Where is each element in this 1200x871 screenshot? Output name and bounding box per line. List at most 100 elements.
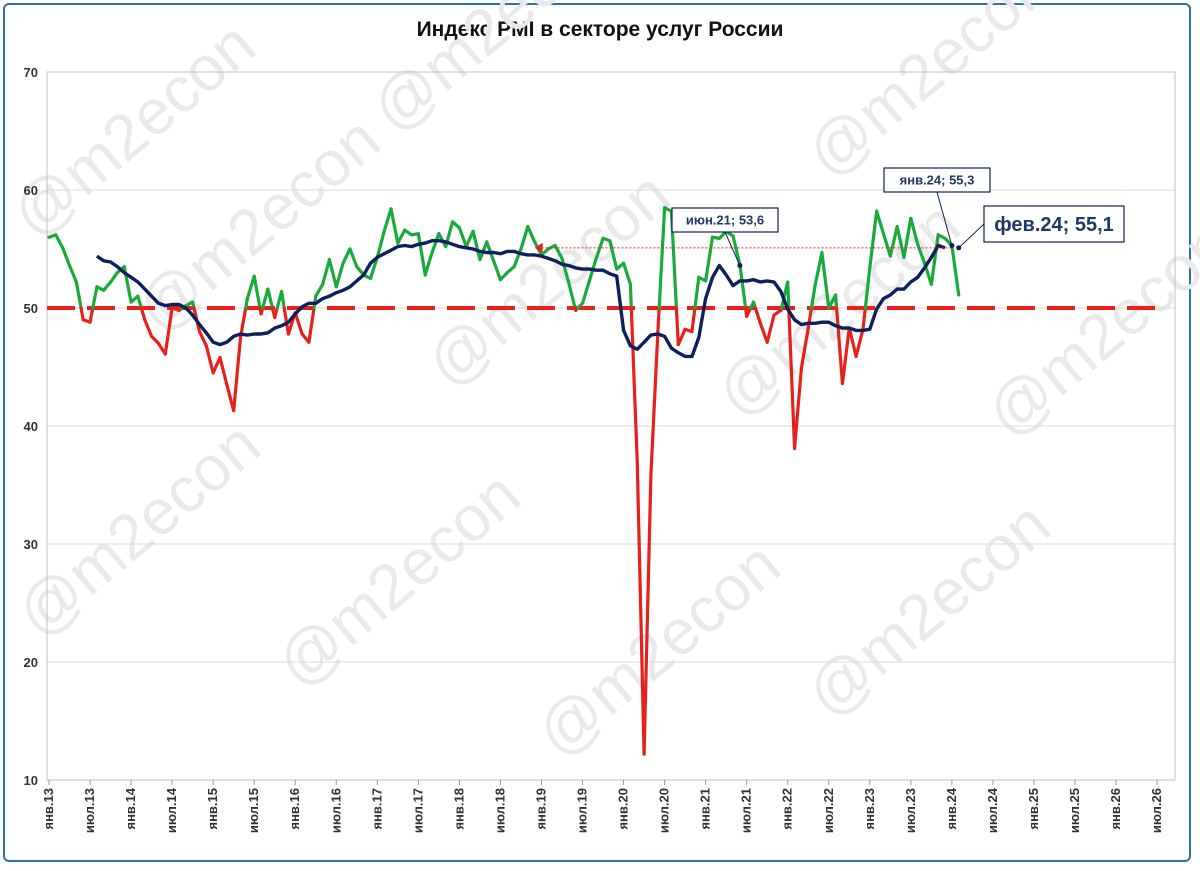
x-tick-label: янв.21	[698, 788, 713, 830]
pmi-line-segment-above-50	[375, 229, 386, 259]
watermarks: @m2econ @m2econ @m2econ@m2econ @m2econ @m2ec…	[0, 0, 1200, 771]
annotation-box	[671, 207, 779, 233]
watermark-text: @m2econ	[263, 457, 533, 700]
pmi-line-segment-above-50	[833, 293, 839, 310]
pmi-line-segment-above-50	[580, 279, 591, 305]
chart-frame	[3, 3, 1191, 862]
pmi-line-segment-below-50	[204, 344, 215, 375]
pmi-line-segment-above-50	[334, 261, 345, 289]
pmi-line-segment-above-50	[820, 250, 831, 310]
pmi-line-segment-above-50	[382, 207, 393, 233]
pmi-line-segment-above-50	[498, 271, 509, 282]
annotation-label: янв.24; 55,3	[900, 173, 975, 188]
pmi-line-segment-above-50	[863, 266, 872, 310]
x-tick-label: июл.20	[657, 788, 672, 833]
watermark-text: @m2econ	[973, 207, 1200, 450]
x-axis: янв.13 июл.13 янв.14 июл.14 янв.15 июл.15 янв.…	[41, 780, 1164, 833]
pmi-line-segment-above-50	[368, 255, 379, 281]
pmi-line-segment-above-50	[423, 250, 434, 277]
x-tick-label: июл.14	[164, 787, 179, 833]
y-tick-label: 40	[24, 419, 38, 434]
pmi-line-segment-below-50	[273, 306, 279, 320]
pmi-line-segment-below-50	[854, 327, 865, 358]
pmi-line-segment-above-50	[895, 224, 906, 259]
annotation-leader	[958, 223, 985, 249]
x-tick-label: июл.24	[985, 787, 1000, 833]
pmi-line-segment-above-50	[252, 274, 262, 310]
pmi-line-segment-below-50	[139, 306, 147, 322]
pmi-line-segment-above-50	[786, 280, 791, 310]
pmi-line-segment-below-50	[690, 306, 697, 334]
reference-arrow	[534, 242, 543, 253]
pmi-line-segment-above-50	[526, 224, 537, 244]
pmi-line-segment-below-50	[88, 306, 95, 324]
pmi-line-segment-above-50	[875, 209, 886, 236]
pmi-line-segment-below-50	[792, 366, 804, 451]
pmi-line-segment-below-50	[642, 472, 653, 756]
pmi-line-segment-above-50	[102, 280, 113, 292]
annotation-point	[956, 245, 962, 251]
pmi-line-segment-below-50	[163, 306, 174, 356]
pmi-line-segment-above-50	[628, 282, 633, 310]
pmi-line-segment-above-50	[809, 283, 817, 310]
y-tick-label: 50	[24, 301, 38, 316]
pmi-line-segment-above-50	[731, 234, 742, 266]
y-tick-label: 70	[24, 65, 38, 80]
annotation-box	[883, 167, 991, 193]
pmi-line-segment-above-50	[396, 228, 407, 245]
pmi-line-segment-above-50	[813, 250, 824, 288]
pmi-line-segment-above-50	[929, 233, 940, 286]
x-tick-label: янв.15	[205, 788, 220, 830]
pmi-line-segment-above-50	[704, 235, 715, 283]
pmi-line-segment-below-50	[674, 306, 680, 347]
pmi-line-segment-above-50	[567, 281, 577, 310]
pmi-line-segment-below-50	[787, 306, 797, 451]
x-tick-label: янв.18	[451, 788, 466, 830]
pmi-line-segment-below-50	[218, 355, 229, 387]
gridlines	[46, 71, 1176, 781]
pmi-line-segment-above-50	[136, 294, 143, 310]
pmi-line-segment-above-50	[430, 232, 441, 255]
pmi-line-segment-below-50	[635, 459, 646, 756]
x-tick-label: янв.24	[944, 787, 959, 829]
y-axis: 10 20 30 40 50 60 70	[24, 65, 38, 788]
pmi-line-segment-above-50	[464, 229, 475, 249]
x-tick-label: июл.19	[575, 788, 590, 833]
pmi-line-segment-above-50	[621, 261, 633, 286]
pmi-line-segment-above-50	[91, 285, 99, 310]
x-tick-label: янв.22	[780, 788, 795, 830]
pmi-line-segment-above-50	[416, 232, 427, 277]
x-tick-label: янв.14	[123, 787, 138, 829]
pmi-line-segment-above-50	[553, 243, 564, 261]
pmi-line-segment-above-50	[327, 258, 338, 289]
pmi-line-segment-above-50	[266, 287, 275, 310]
pmi-line-segment-below-50	[765, 313, 776, 344]
y-tick-label: 20	[24, 655, 38, 670]
pmi-line-segment-above-50	[657, 206, 667, 310]
pmi-line-segment-below-50	[143, 318, 154, 338]
pmi-line-segment-below-50	[656, 306, 661, 336]
x-tick-label: июл.22	[821, 788, 836, 833]
trend-line	[95, 238, 946, 359]
pmi-line-segment-below-50	[861, 306, 867, 331]
pmi-line-segment-above-50	[693, 275, 701, 310]
pmi-line-segment-above-50	[321, 258, 332, 286]
x-tick-label: янв.25	[1026, 788, 1041, 830]
y-tick-label: 10	[24, 773, 38, 788]
annotation-point	[949, 242, 955, 248]
pmi-line-segment-above-50	[594, 236, 605, 261]
annotation-leader	[724, 231, 741, 266]
pmi-line-segment-above-50	[608, 239, 619, 271]
watermark-text: @m2econ	[793, 0, 1063, 191]
pmi-line-segment-below-50	[649, 332, 660, 476]
x-tick-label: июл.13	[82, 788, 97, 833]
x-tick-label: янв.19	[533, 788, 548, 830]
x-tick-label: июл.16	[328, 788, 343, 833]
x-tick-label: июл.25	[1067, 788, 1082, 833]
pmi-line-segment-above-50	[61, 246, 72, 268]
watermark-text: @m2econ	[413, 157, 683, 400]
y-tick-label: 60	[24, 183, 38, 198]
pmi-line-segment-below-50	[847, 326, 858, 358]
pmi-line-segment-above-50	[54, 233, 65, 250]
